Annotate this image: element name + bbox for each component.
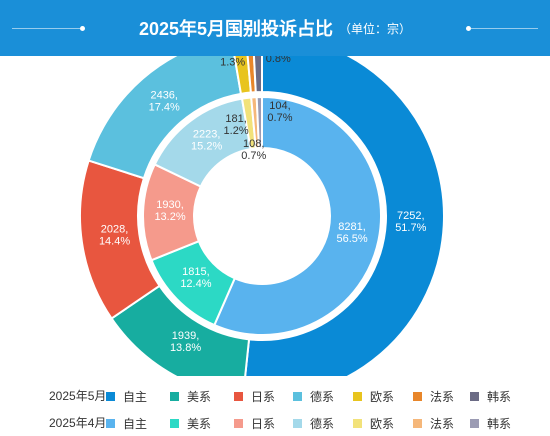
legend-item-faxi[interactable]: 法系 — [413, 388, 454, 405]
legend-swatch-faxi — [413, 392, 422, 401]
legend-label-faxi: 法系 — [430, 390, 455, 404]
legend-year-may: 2025年5月 — [49, 389, 107, 403]
legend-label-ouxi: 欧系 — [370, 417, 395, 431]
outer-label-zizhu: 7252, 51.7% — [395, 210, 426, 234]
legend-swatch-faxi — [413, 419, 422, 428]
inner-label-ouxi: 181, 1.2% — [224, 113, 249, 137]
outer-label-ouxi: 181,1.3% — [220, 56, 245, 68]
legend-year-april: 2025年4月 — [49, 416, 107, 430]
legend-label-dexi: 德系 — [310, 417, 335, 431]
legend-item-faxi[interactable]: 法系 — [413, 415, 454, 432]
legend-item-meixi[interactable]: 美系 — [170, 388, 211, 405]
legend-item-ouxi[interactable]: 欧系 — [353, 415, 394, 432]
chart-title-text: 2025年5月国别投诉占比 — [138, 19, 334, 39]
legend-label-faxi: 法系 — [430, 417, 455, 431]
inner-label-zizhu: 8281, 56.5% — [336, 221, 367, 245]
legend-swatch-rixi — [234, 419, 243, 428]
legend-item-ouxi[interactable]: 欧系 — [353, 388, 394, 405]
legend-item-hanxi[interactable]: 韩系 — [470, 388, 511, 405]
legend-label-meixi: 美系 — [187, 390, 212, 404]
legend-label-meixi: 美系 — [187, 417, 212, 431]
outer-label-hanxi: 112,0.8% — [266, 56, 291, 65]
inner-label-rixi: 1930, 13.2% — [154, 199, 185, 223]
legend-item-meixi[interactable]: 美系 — [170, 415, 211, 432]
header-decor-dot-left — [80, 26, 85, 31]
legend-item-dexi[interactable]: 德系 — [293, 415, 334, 432]
ring-inner — [142, 95, 382, 336]
inner-slice-zizhu — [213, 95, 382, 336]
inner-slice-hanxi — [255, 95, 263, 150]
chart-header: 2025年5月国别投诉占比 （单位：宗） — [0, 0, 550, 56]
legend-label-dexi: 德系 — [310, 390, 335, 404]
legend-item-hanxi[interactable]: 韩系 — [470, 415, 511, 432]
legend-label-hanxi: 韩系 — [487, 390, 512, 404]
outer-label-rixi: 2028, 14.4% — [99, 223, 130, 247]
legend-label-zizhu: 自主 — [123, 417, 148, 431]
legend-swatch-hanxi — [470, 392, 479, 401]
legend-swatch-ouxi — [353, 392, 362, 401]
legend-item-rixi[interactable]: 日系 — [234, 415, 275, 432]
ring-outer — [79, 56, 445, 376]
legend-swatch-ouxi — [353, 419, 362, 428]
outer-slice-zizhu — [244, 56, 445, 376]
inner-label-hanxi: 104, 0.7% — [267, 100, 292, 124]
legend-label-rixi: 日系 — [251, 390, 276, 404]
legend-swatch-dexi — [293, 392, 302, 401]
legend-swatch-zizhu — [106, 419, 115, 428]
header-decor-dot-right — [466, 26, 471, 31]
legend-swatch-meixi — [170, 392, 179, 401]
legend-label-rixi: 日系 — [251, 417, 276, 431]
inner-label-meixi: 1815, 12.4% — [180, 266, 211, 290]
legend-row-may: 2025年5月 自主 美系 日系 德系 欧系 法系 韩系 — [0, 386, 550, 404]
chart-unit-text: （单位：宗） — [339, 21, 412, 36]
legend-swatch-meixi — [170, 419, 179, 428]
inner-label-dexi: 2223, 15.2% — [191, 129, 222, 153]
legend-label-zizhu: 自主 — [123, 390, 148, 404]
outer-slice-dexi — [87, 56, 243, 180]
outer-slice-hanxi — [252, 56, 263, 94]
outer-label-dexi: 2436, 17.4% — [149, 90, 180, 114]
legend-swatch-zizhu — [106, 392, 115, 401]
chart-title: 2025年5月国别投诉占比 （单位：宗） — [0, 0, 550, 56]
legend-item-zizhu[interactable]: 自主 — [106, 388, 147, 405]
legend-swatch-hanxi — [470, 419, 479, 428]
legend-label-hanxi: 韩系 — [487, 417, 512, 431]
legend-swatch-rixi — [234, 392, 243, 401]
header-decor-line-left — [12, 28, 80, 29]
legend-swatch-dexi — [293, 419, 302, 428]
header-decor-line-right — [471, 28, 538, 29]
legend-item-dexi[interactable]: 德系 — [293, 388, 334, 405]
donut-chart: 7252, 51.7% 1939, 13.8% 2028, 14.4% 2436, 17.4%… — [79, 56, 445, 376]
legend-item-rixi[interactable]: 日系 — [234, 388, 275, 405]
legend-label-ouxi: 欧系 — [370, 390, 395, 404]
inner-label-faxi: 108, 0.7% — [241, 138, 266, 162]
legend-item-zizhu[interactable]: 自主 — [106, 415, 147, 432]
legend-row-april: 2025年4月 自主 美系 日系 德系 欧系 法系 韩系 — [0, 413, 550, 431]
outer-label-meixi: 1939, 13.8% — [170, 330, 201, 354]
